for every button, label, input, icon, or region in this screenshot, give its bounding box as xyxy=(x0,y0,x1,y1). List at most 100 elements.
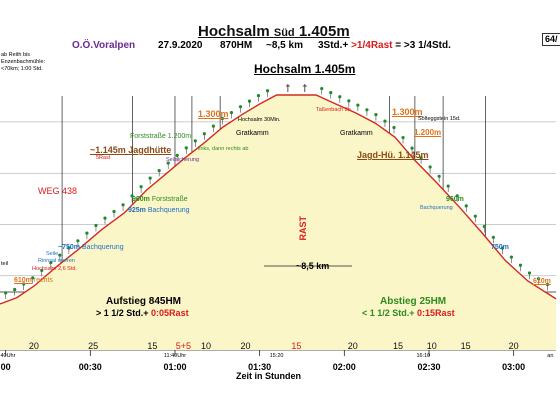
tree-icon xyxy=(455,194,459,198)
tree-icon xyxy=(419,156,423,160)
tree-icon xyxy=(184,146,188,150)
time-header: 3Std.+ >1/4Rast = >3 1/4Std. xyxy=(318,40,451,51)
tree-icon xyxy=(112,209,116,214)
gratkamm-left: Gratkamm xyxy=(236,130,269,137)
note-line-1: ab Reith bis xyxy=(1,52,31,58)
summit-title: Hochsalm 1.405m xyxy=(254,62,356,76)
weg438-label: WEG 438 xyxy=(38,186,78,196)
rinnsal-label: Rinnsal queren xyxy=(38,258,75,264)
tree-icon xyxy=(401,135,405,140)
tree-icon xyxy=(85,231,89,235)
tree-icon xyxy=(103,216,107,220)
tree-icon xyxy=(338,95,342,99)
tree-icon xyxy=(473,214,477,218)
tree-icon xyxy=(193,139,197,143)
height-meters-label: 870HM xyxy=(220,40,253,51)
tassenbach-label: Taßenbach 2h xyxy=(316,107,351,113)
tree-icon xyxy=(491,235,495,239)
segment-minutes-label: 10 xyxy=(427,341,437,351)
time-mark-label: 15:20 xyxy=(270,353,284,359)
h610-right: 610m xyxy=(533,278,551,285)
tree-icon xyxy=(392,125,396,130)
tree-icon xyxy=(67,246,71,250)
tree-icon xyxy=(329,91,333,95)
tree-icon xyxy=(4,291,8,295)
note-line-3: <70km; 1:00 Std. xyxy=(1,66,43,72)
x-tick-label: 02:30 xyxy=(417,362,440,372)
profile-area xyxy=(0,94,557,350)
tree-icon xyxy=(437,174,441,178)
h610-left: 610m rechts xyxy=(14,277,53,284)
hochsalm-tiny-label: Hochsalm 2,6 Std. xyxy=(32,266,77,272)
tree-icon xyxy=(347,99,351,103)
tree-icon xyxy=(428,165,432,169)
abstieg-time: < 1 1/2 Std.+ 0:15Rast xyxy=(362,308,455,318)
segment-minutes-label: 5+5 xyxy=(176,341,191,351)
distance-label: ~8,5 km xyxy=(296,261,330,271)
x-axis-label: Zeit in Stunden xyxy=(236,371,301,381)
h1200-right: 1.200m xyxy=(414,128,442,137)
time-mark-label: 0:40Uhr xyxy=(0,353,16,359)
teil-label: teil xyxy=(1,261,9,267)
tree-icon xyxy=(500,246,504,250)
tree-icon xyxy=(509,255,514,259)
segment-minutes-label: 15 xyxy=(147,341,157,351)
x-tick-label: 00 xyxy=(1,362,11,372)
tree-icon xyxy=(374,112,378,117)
tree-icon xyxy=(175,153,179,157)
chart-title: Hochsalm Süd 1.405m xyxy=(198,23,350,40)
tree-icon xyxy=(94,223,98,228)
tree-icon xyxy=(166,161,170,165)
forststrasse-1200: Forststraße 1.200m xyxy=(130,133,192,140)
tree-icon xyxy=(148,176,152,180)
profile-line xyxy=(0,94,557,305)
tree-icon xyxy=(265,89,270,93)
h1300-left: 1.300m xyxy=(198,109,229,119)
profile-fill xyxy=(0,95,556,350)
page-badge: 64/ xyxy=(542,33,560,46)
segment-minutes-label: 20 xyxy=(29,341,39,351)
h750-right: 750m xyxy=(491,244,509,251)
h750-left: ~750m Bachquerung xyxy=(58,244,124,251)
tree-icon xyxy=(40,268,44,272)
tree-icon xyxy=(446,184,450,188)
segment-minutes-label: 15 xyxy=(393,341,403,351)
tree-icon xyxy=(76,239,80,243)
tree-icon xyxy=(202,132,206,136)
tree-icon xyxy=(157,168,161,173)
tree-icon xyxy=(220,116,224,121)
tree-icon xyxy=(49,261,53,265)
x-axis: 00 00:30 01:00 01:30 02:00 02:30 03:00 20 25 15 5+… xyxy=(0,341,553,372)
segment-minutes-label: 25 xyxy=(88,341,98,351)
distance-header: ~8,5 km xyxy=(266,40,303,51)
hochsalm-30-label: Hochsalm 30Min. xyxy=(238,117,281,123)
jagdhuette-right: Jagd-Hü. 1.145m xyxy=(357,150,429,160)
tree-icon xyxy=(58,253,62,257)
h960-left: 960m Forststraße xyxy=(132,196,188,203)
tree-icon xyxy=(13,287,17,292)
time-mark-label: 11:40Uhr xyxy=(164,353,186,359)
tree-icon xyxy=(130,194,134,198)
segment-minutes-label: 20 xyxy=(241,341,251,351)
links-rechts-label: links, dann rechts ab xyxy=(198,146,249,152)
soitlestein-label: Sölteggstein 15d. xyxy=(418,116,461,122)
seile-label: Seile xyxy=(46,251,59,257)
time-mark-label: 16:10 xyxy=(416,353,430,359)
tree-icon xyxy=(139,185,143,189)
segment-minutes-label: 15 xyxy=(461,341,471,351)
rast-label: RAST xyxy=(298,216,308,241)
x-tick-label: 03:00 xyxy=(502,362,525,372)
tree-icon xyxy=(211,124,215,128)
gratkamm-right: Gratkamm xyxy=(340,130,373,137)
time-mark-label: an xyxy=(547,353,553,359)
seilsicherung-label: Seilsicherung xyxy=(166,157,200,163)
tree-icon xyxy=(238,105,243,109)
x-tick-label: 01:30 xyxy=(248,362,271,372)
abstieg-label: Abstieg 25HM xyxy=(380,296,447,307)
tree-icon xyxy=(527,271,532,275)
date-label: 27.9.2020 xyxy=(158,40,203,51)
tree-icon xyxy=(383,119,387,123)
tree-icon xyxy=(536,277,541,281)
tree-icon xyxy=(518,263,523,267)
